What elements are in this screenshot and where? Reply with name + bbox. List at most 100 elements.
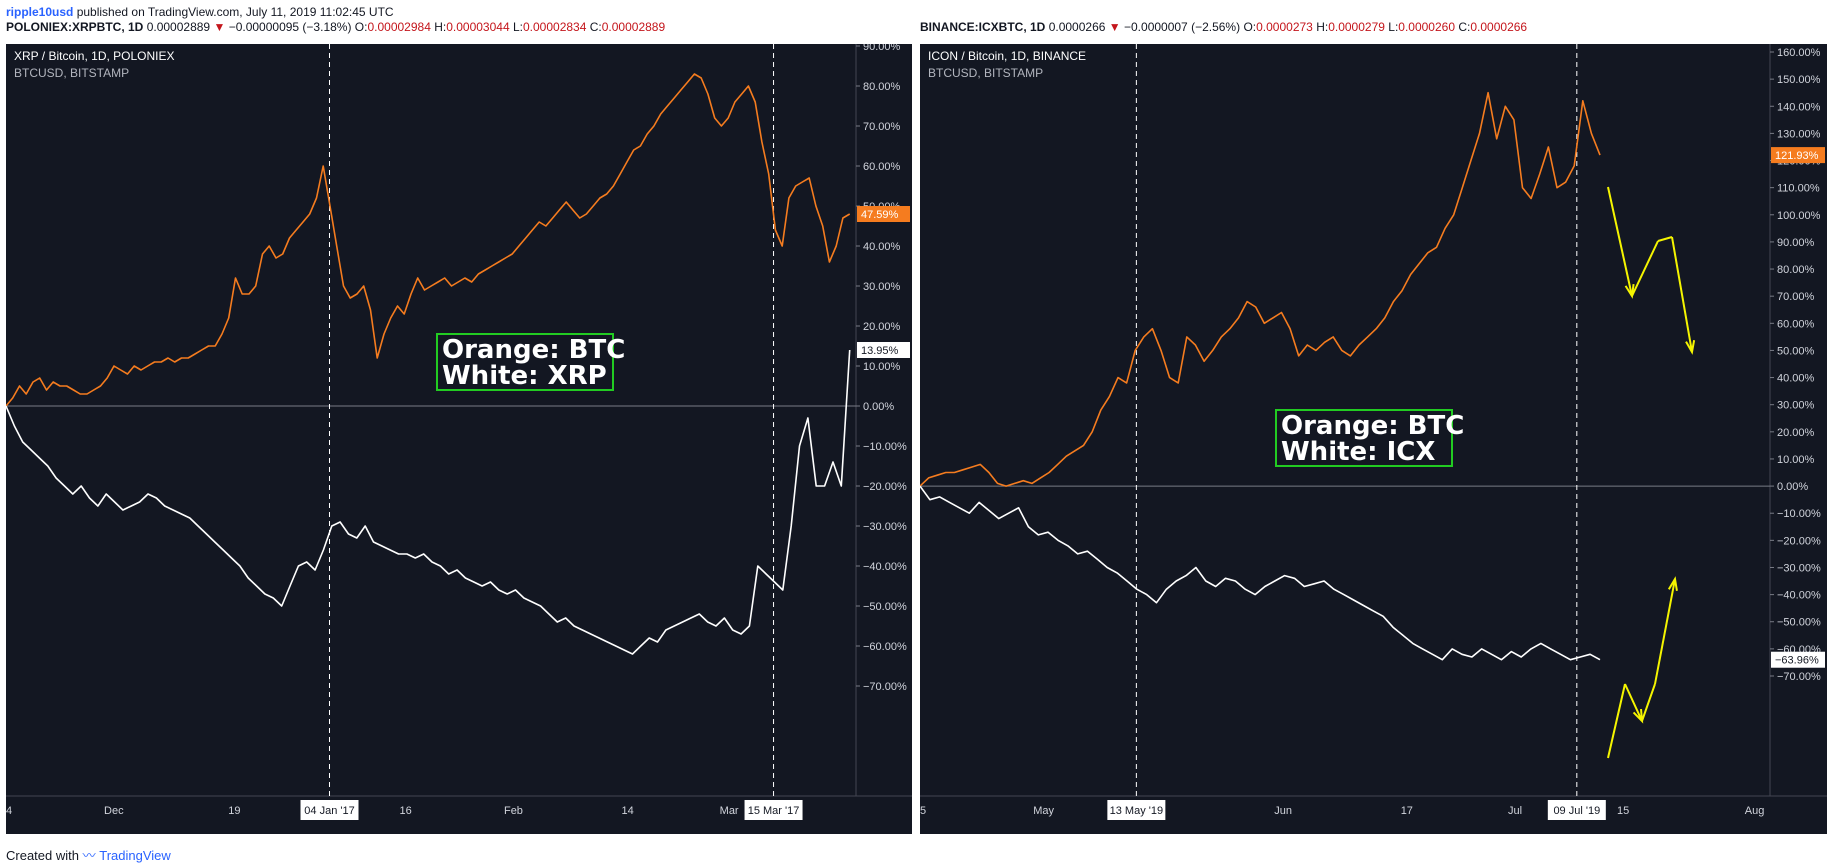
- publish-header: ripple10usd published on TradingView.com…: [6, 5, 394, 19]
- x-tick-label: Jun: [1274, 805, 1292, 817]
- y-tick-label: 10.00%: [1777, 454, 1815, 466]
- y-tick-label: 50.00%: [1777, 345, 1815, 357]
- chart-svg-icx[interactable]: 160.00%150.00%140.00%130.00%120.00%110.0…: [920, 44, 1827, 834]
- close-value: 0.0000266: [1470, 20, 1528, 34]
- arrow-head: [1667, 576, 1678, 592]
- alt-series-line: [920, 485, 1601, 661]
- y-tick-label: 150.00%: [1777, 74, 1821, 86]
- y-tick-label: −30.00%: [863, 521, 907, 533]
- y-tick-label: 30.00%: [1777, 400, 1815, 412]
- event-label: 04 Jan '17: [304, 805, 354, 817]
- btc-price-tag: [1771, 147, 1825, 164]
- alt-price-tag-label: 13.95%: [861, 345, 899, 357]
- y-tick-label: 80.00%: [1777, 264, 1815, 276]
- btc-series-line: [6, 73, 851, 407]
- low-label: L:: [1388, 20, 1399, 34]
- footer: Created with 〰 TradingView: [6, 845, 171, 864]
- chart-panel-left[interactable]: 90.00%80.00%70.00%60.00%50.00%40.00%30.0…: [6, 44, 912, 834]
- x-tick-label: May: [1033, 805, 1054, 817]
- last-price: 0.00002889: [146, 20, 211, 34]
- annotation-line-1: Orange: BTC: [442, 335, 625, 365]
- down-arrow-icon: ▼: [1108, 20, 1121, 34]
- event-label-bg: [1547, 800, 1606, 820]
- projection-arrow: [1671, 236, 1693, 353]
- y-tick-label: 40.00%: [863, 241, 901, 253]
- x-tick-label: 16: [400, 805, 412, 817]
- y-tick-label: 130.00%: [1777, 128, 1821, 140]
- y-tick-label: 40.00%: [1777, 373, 1815, 385]
- symbol-name[interactable]: POLONIEX:XRPBTC, 1D: [6, 20, 144, 34]
- close-label: C:: [589, 20, 602, 34]
- btc-price-tag: [857, 206, 910, 222]
- y-tick-label: −20.00%: [863, 481, 907, 493]
- y-tick-label: 60.00%: [1777, 318, 1815, 330]
- publish-info: published on TradingView.com, July 11, 2…: [76, 5, 394, 19]
- y-tick-label: −40.00%: [863, 561, 907, 573]
- y-tick-label: −30.00%: [1777, 562, 1821, 574]
- tradingview-link[interactable]: TradingView: [99, 848, 171, 863]
- low-value: 0.00002834: [522, 20, 587, 34]
- btc-price-tag-label: 121.93%: [1775, 150, 1819, 162]
- plot-area: [6, 44, 856, 796]
- y-tick-label: 30.00%: [863, 281, 901, 293]
- created-with-label: Created with: [6, 848, 79, 863]
- arrow-head: [1632, 708, 1644, 724]
- annotation-line-2: White: XRP: [442, 361, 607, 391]
- down-arrow-icon: ▼: [213, 20, 226, 34]
- symbol-name[interactable]: BINANCE:ICXBTC, 1D: [920, 20, 1046, 34]
- alt-price-tag-label: −63.96%: [1775, 655, 1819, 667]
- annotation-line-2: White: ICX: [1281, 437, 1435, 467]
- close-label: C:: [1458, 20, 1471, 34]
- x-tick-label: 14: [6, 805, 12, 817]
- y-tick-label: 20.00%: [863, 321, 901, 333]
- y-tick-label: 90.00%: [863, 44, 901, 53]
- y-tick-label: −40.00%: [1777, 590, 1821, 602]
- event-label-bg: [300, 800, 359, 820]
- projection-arrow: [1607, 186, 1633, 297]
- y-tick-label: 80.00%: [863, 81, 901, 93]
- btc-price-tag-label: 47.59%: [861, 209, 899, 221]
- price-change: −0.00000095 (−3.18%): [228, 20, 352, 34]
- x-tick-label: 17: [1401, 805, 1413, 817]
- annotation-box: [1275, 409, 1453, 467]
- arrow-head: [1624, 283, 1635, 299]
- y-tick-label: −20.00%: [1777, 535, 1821, 547]
- author-link[interactable]: ripple10usd: [6, 5, 74, 19]
- open-label: O:: [1243, 20, 1257, 34]
- projection-arrow: [1631, 240, 1659, 297]
- arrow-head: [1685, 340, 1696, 355]
- last-price: 0.0000266: [1048, 20, 1106, 34]
- open-label: O:: [354, 20, 368, 34]
- open-value: 0.00002984: [367, 20, 431, 34]
- y-tick-label: 110.00%: [1777, 183, 1820, 195]
- y-tick-label: 60.00%: [863, 161, 901, 173]
- event-label: 13 May '19: [1110, 805, 1163, 817]
- y-tick-label: −70.00%: [863, 681, 907, 693]
- btc-series-line: [920, 91, 1601, 487]
- price-change: −0.0000007 (−2.56%): [1124, 20, 1241, 34]
- projection-arrow: [1607, 683, 1626, 759]
- event-label-bg: [1107, 800, 1166, 820]
- y-tick-label: 100.00%: [1777, 210, 1821, 222]
- y-tick-label: 10.00%: [863, 361, 901, 373]
- x-tick-label: 15: [920, 805, 926, 817]
- chart-svg-xrp[interactable]: 90.00%80.00%70.00%60.00%50.00%40.00%30.0…: [6, 44, 912, 834]
- tradingview-logo-icon[interactable]: 〰: [82, 848, 96, 863]
- y-tick-label: −10.00%: [1777, 508, 1821, 520]
- x-tick-label: Jul: [1508, 805, 1522, 817]
- symbol-line-right: BINANCE:ICXBTC, 1D 0.0000266 ▼ −0.000000…: [920, 20, 1527, 34]
- y-tick-label: 20.00%: [1777, 427, 1815, 439]
- y-tick-label: −70.00%: [1777, 671, 1821, 683]
- y-tick-label: −60.00%: [863, 641, 907, 653]
- y-tick-label: −50.00%: [863, 601, 907, 613]
- legend-compare: BTCUSD, BITSTAMP: [14, 66, 129, 80]
- y-tick-label: 0.00%: [863, 401, 894, 413]
- projection-arrow: [1654, 578, 1676, 685]
- annotation-line-1: Orange: BTC: [1281, 411, 1464, 441]
- y-tick-label: 90.00%: [1777, 237, 1815, 249]
- price-axis: [1770, 44, 1827, 796]
- chart-panel-right[interactable]: 160.00%150.00%140.00%130.00%120.00%110.0…: [920, 44, 1827, 834]
- time-axis: [920, 796, 1827, 834]
- event-label: 09 Jul '19: [1553, 805, 1600, 817]
- legend-main: ICON / Bitcoin, 1D, BINANCE: [928, 49, 1086, 63]
